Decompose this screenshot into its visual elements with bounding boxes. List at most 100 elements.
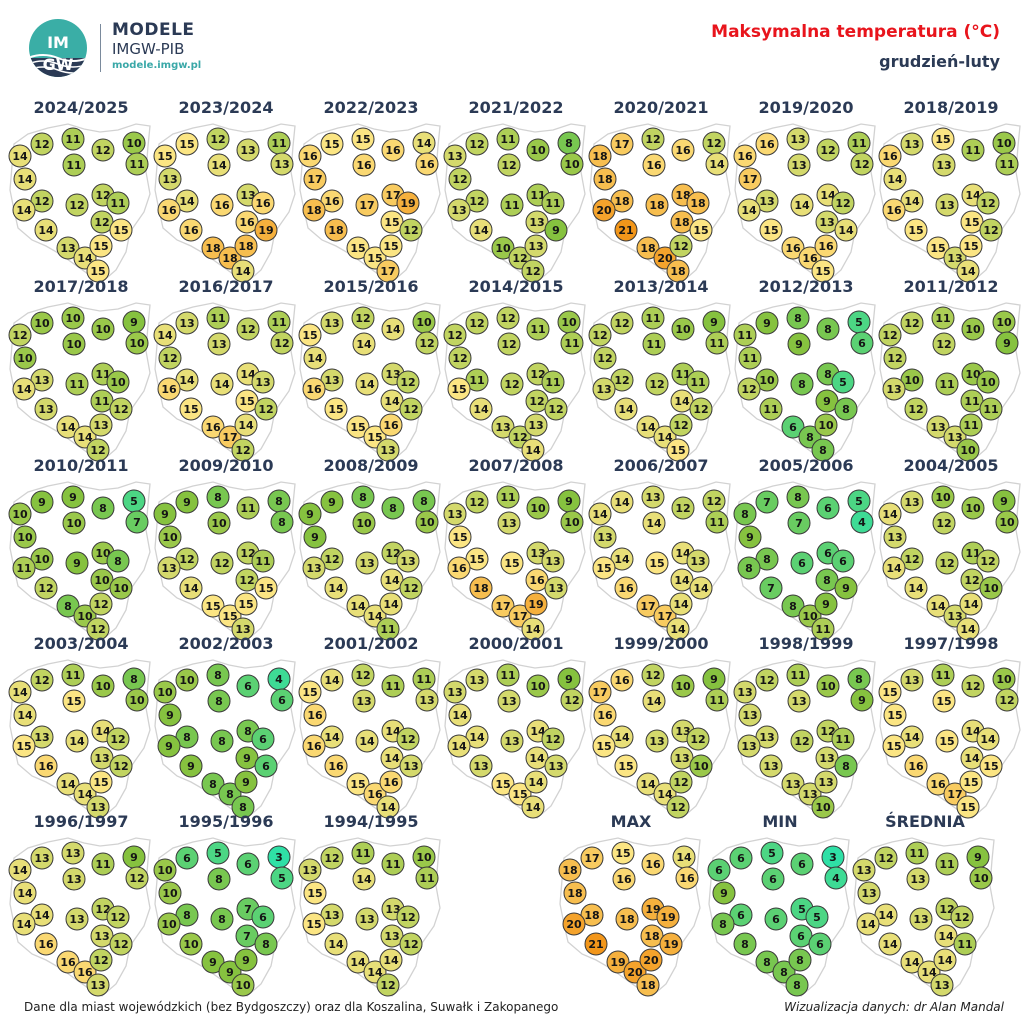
city-temperature-value: 14 — [356, 873, 372, 886]
city-temperature-circle — [500, 193, 524, 217]
city-temperature-circle — [302, 734, 326, 758]
city-marker: 7 — [759, 576, 783, 600]
city-marker: 6 — [254, 754, 278, 778]
city-temperature-circle — [900, 490, 924, 514]
city-temperature-circle — [544, 576, 568, 600]
panel-season-label: 1994/1995 — [323, 812, 419, 831]
city-temperature-circle — [34, 932, 58, 956]
city-temperature-value: 13 — [306, 562, 321, 575]
city-temperature-circle — [790, 372, 814, 396]
city-temperature-circle — [236, 674, 260, 698]
city-temperature-value: 14 — [17, 887, 33, 900]
city-marker: 8 — [788, 948, 812, 972]
city-marker: 15 — [153, 144, 177, 168]
city-temperature-value: 6 — [715, 864, 723, 877]
city-marker: 15 — [346, 772, 370, 796]
city-temperature-circle — [236, 138, 260, 162]
city-marker: 14 — [12, 198, 36, 222]
city-temperature-value: 12 — [649, 378, 664, 391]
city-temperature-circle — [931, 127, 955, 151]
city-temperature-value: 12 — [614, 374, 629, 387]
city-temperature-value: 12 — [34, 195, 49, 208]
city-temperature-value: 16 — [529, 574, 545, 587]
city-temperature-value: 13 — [179, 317, 194, 330]
city-temperature-circle — [210, 551, 234, 575]
city-temperature-value: 10 — [675, 323, 691, 336]
city-temperature-circle — [521, 438, 545, 462]
city-marker: 13 — [900, 668, 924, 692]
city-temperature-value: 10 — [530, 680, 546, 693]
city-temperature-circle — [303, 703, 327, 727]
city-temperature-circle — [786, 306, 810, 330]
city-marker: 14 — [882, 556, 906, 580]
map-panel: MAX 18 17 15 16 14 16 18 16 18 19 20 18 19 21 18 19 20 19 2… — [558, 812, 704, 997]
city-marker: 15 — [465, 547, 489, 571]
panel-season-label: 2017/2018 — [33, 277, 129, 296]
city-temperature-circle — [491, 594, 515, 618]
city-temperature-value: 6 — [278, 694, 286, 707]
city-marker: 13 — [158, 167, 182, 191]
city-temperature-circle — [883, 703, 907, 727]
city-marker: 12 — [496, 306, 520, 330]
map-panel: 2013/2014 12 12 11 10 9 11 12 11 12 11 13 12 11 14 14 14… — [588, 277, 734, 462]
city-temperature-value: 14 — [384, 574, 400, 587]
city-marker: 18 — [636, 236, 660, 260]
city-marker: 13 — [30, 725, 54, 749]
city-marker: 14 — [210, 372, 234, 396]
city-temperature-value: 14 — [238, 419, 254, 432]
city-temperature-circle — [125, 688, 149, 712]
city-temperature-circle — [926, 415, 950, 439]
city-marker: 4 — [850, 510, 874, 534]
city-temperature-value: 12 — [400, 376, 415, 389]
city-temperature-value: 13 — [162, 173, 177, 186]
city-marker: 12 — [497, 332, 521, 356]
city-temperature-value: 10 — [17, 531, 33, 544]
city-marker: 15 — [303, 881, 327, 905]
city-temperature-value: 11 — [530, 323, 545, 336]
city-temperature-value: 8 — [64, 600, 72, 613]
city-temperature-circle — [584, 932, 608, 956]
city-marker: 12 — [541, 727, 565, 751]
city-temperature-value: 14 — [451, 740, 467, 753]
city-temperature-circle — [179, 576, 203, 600]
city-temperature-circle — [614, 218, 638, 242]
city-temperature-circle — [705, 331, 729, 355]
city-temperature-value: 16 — [646, 159, 662, 172]
city-temperature-value: 14 — [77, 431, 93, 444]
city-marker: 11 — [496, 485, 520, 509]
city-marker: 11 — [786, 663, 810, 687]
city-marker: 14 — [8, 144, 32, 168]
city-marker: 13 — [355, 551, 379, 575]
city-temperature-value: 17 — [307, 173, 322, 186]
city-marker: 4 — [824, 866, 848, 890]
city-temperature-value: 16 — [451, 562, 467, 575]
city-temperature-circle — [811, 438, 835, 462]
city-temperature-value: 14 — [385, 323, 401, 336]
city-temperature-circle — [396, 370, 420, 394]
city-marker: 16 — [525, 568, 549, 592]
city-marker: 7 — [787, 511, 811, 535]
city-temperature-value: 12 — [239, 574, 254, 587]
city-temperature-value: 13 — [649, 735, 664, 748]
city-temperature-value: 13 — [255, 376, 270, 389]
city-temperature-circle — [689, 397, 713, 421]
city-marker: 12 — [465, 311, 489, 335]
imgw-logo-mark: IM GW — [29, 19, 87, 77]
city-temperature-value: 12 — [501, 159, 516, 172]
map-panel: 1998/1999 13 12 11 10 8 9 13 13 13 12 13 12 11 13 13 13 1… — [733, 634, 879, 819]
city-temperature-circle — [733, 323, 757, 347]
city-temperature-value: 8 — [215, 873, 223, 886]
city-marker: 11 — [560, 331, 584, 355]
city-temperature-circle — [645, 551, 669, 575]
city-temperature-value: 8 — [239, 801, 247, 814]
city-temperature-value: 12 — [794, 735, 809, 748]
city-marker: 6 — [175, 846, 199, 870]
city-temperature-value: 11 — [240, 502, 255, 515]
city-temperature-value: 6 — [183, 852, 191, 865]
city-marker: 10 — [961, 496, 985, 520]
city-temperature-value: 11 — [500, 133, 515, 146]
city-temperature-value: 13 — [501, 517, 516, 530]
city-temperature-value: 16 — [328, 760, 344, 773]
